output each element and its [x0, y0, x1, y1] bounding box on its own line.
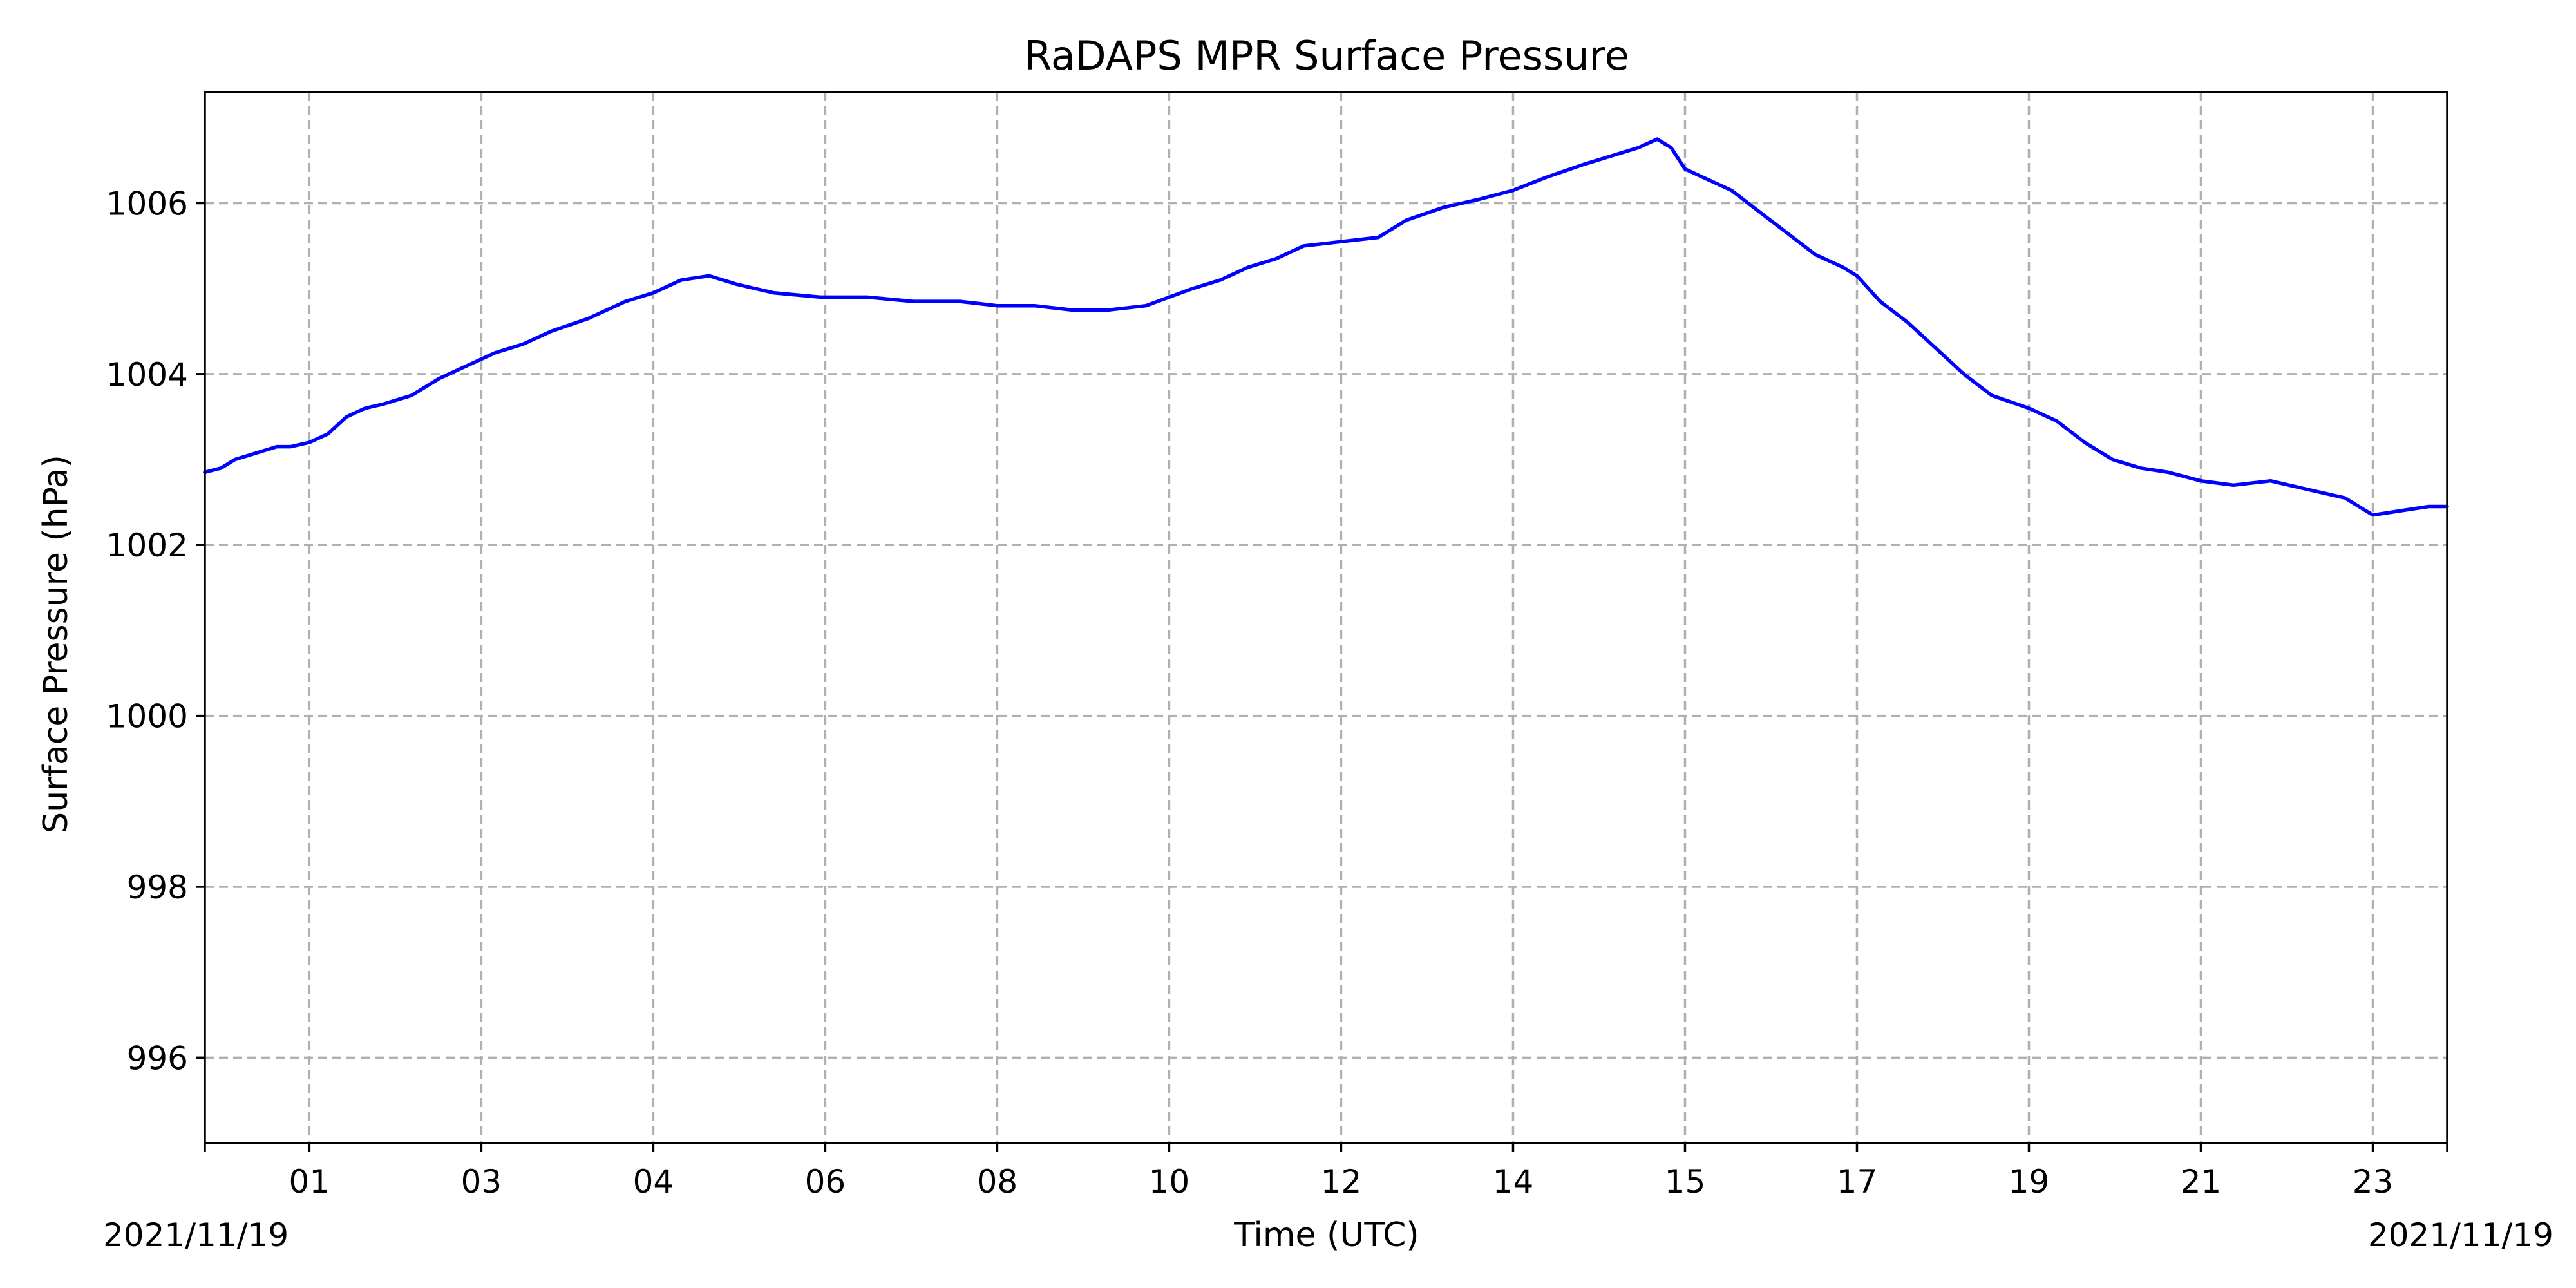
- x-tick-label: 06: [805, 1163, 846, 1200]
- y-tick-label: 1000: [106, 698, 188, 735]
- y-tick-label: 1002: [106, 527, 188, 564]
- x-axis-ticks: 01 03 04 06 08 10 12 14 15 17 19 21 23: [204, 1143, 2448, 1200]
- x-axis-start-date: 2021/11/19: [103, 1217, 289, 1254]
- x-tick-label: 23: [2353, 1163, 2394, 1200]
- y-tick-label: 996: [127, 1039, 188, 1077]
- x-axis-end-date: 2021/11/19: [2368, 1217, 2553, 1254]
- chart-title: RaDAPS MPR Surface Pressure: [1024, 32, 1629, 79]
- pressure-series-line: [203, 137, 2449, 517]
- x-tick-label: 17: [1837, 1163, 1878, 1200]
- plot-frame: [204, 91, 2448, 1144]
- x-tick-label: 14: [1493, 1163, 1534, 1200]
- x-tick-label: 01: [289, 1163, 330, 1200]
- y-tick-label: 1004: [106, 356, 188, 393]
- y-axis-label: Surface Pressure (hPa): [37, 455, 75, 833]
- line-layer: [203, 137, 2449, 517]
- grid-layer: [205, 92, 2447, 1143]
- y-tick-label: 1006: [106, 185, 188, 222]
- x-tick-label: 08: [977, 1163, 1018, 1200]
- x-tick-label: 15: [1665, 1163, 1706, 1200]
- y-axis-ticks: 996 998 1000 1002 1004 1006: [106, 185, 205, 1077]
- x-tick-label: 03: [461, 1163, 502, 1200]
- x-tick-label: 12: [1321, 1163, 1362, 1200]
- x-tick-label: 10: [1149, 1163, 1190, 1200]
- x-tick-label: 04: [633, 1163, 674, 1200]
- x-tick-label: 19: [2009, 1163, 2050, 1200]
- y-tick-label: 998: [127, 869, 188, 906]
- x-axis-label: Time (UTC): [1233, 1216, 1419, 1255]
- x-tick-label: 21: [2181, 1163, 2222, 1200]
